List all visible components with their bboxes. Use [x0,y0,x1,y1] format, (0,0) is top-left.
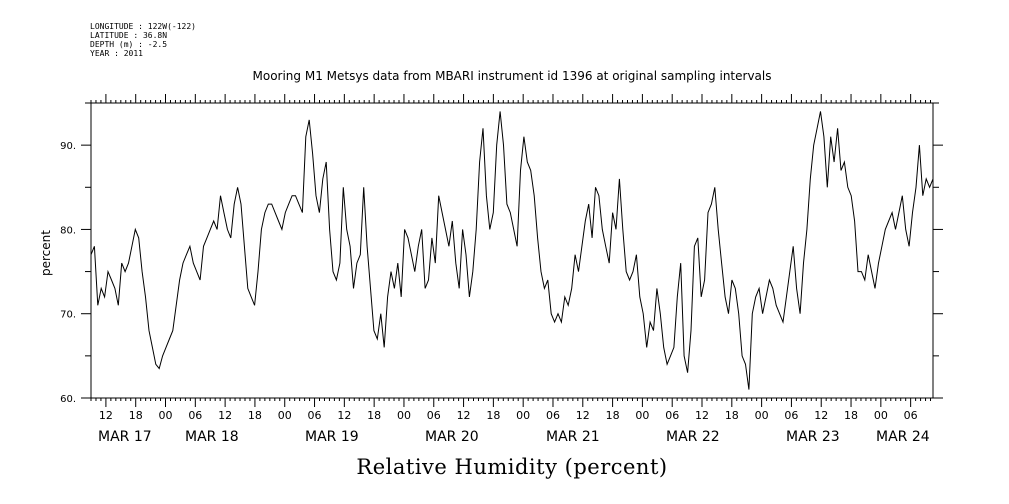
x-hour-label: 06 [546,409,560,422]
x-hour-label: 12 [695,409,709,422]
x-hour-label: 06 [427,409,441,422]
x-hour-label: 18 [129,409,143,422]
chart-labels: 60. 70. 80. 90. 12 18 00 06 12 18 00 06 12 18 00 06 12 18… [60,141,930,445]
y-tick-label: 60. [60,394,76,405]
plot-frame [90,102,934,399]
x-hour-label: 00 [874,409,888,422]
x-hour-label: 00 [516,409,530,422]
x-hour-label: 12 [814,409,828,422]
meta-longitude: LONGITUDE : 122W(-122) [90,22,196,31]
x-date-label: MAR 22 [666,429,720,445]
x-hour-label: 18 [486,409,500,422]
x-hour-label: 06 [308,409,322,422]
x-hour-label: 12 [218,409,232,422]
y-tick-label: 80. [60,225,76,236]
x-hour-label: 06 [904,409,918,422]
x-hour-label: 12 [99,409,113,422]
x-hour-label: 06 [784,409,798,422]
x-hour-label: 18 [606,409,620,422]
x-hour-label: 18 [725,409,739,422]
y-tick-label: 70. [60,310,76,321]
x-date-label: MAR 24 [876,429,930,445]
meta-year: YEAR : 2011 [90,49,143,58]
x-date-label: MAR 17 [98,429,152,445]
humidity-series-line [90,111,934,390]
x-hour-label: 12 [576,409,590,422]
x-hour-label: 00 [397,409,411,422]
meta-depth: DEPTH (m) : -2.5 [90,40,168,49]
x-date-label: MAR 20 [425,429,479,445]
meta-latitude: LATITUDE : 36.8N [90,31,168,40]
x-date-label: MAR 23 [786,429,840,445]
x-date-label: MAR 21 [546,429,600,445]
x-hour-label: 18 [367,409,381,422]
x-hour-label: 00 [755,409,769,422]
chart-title: Mooring M1 Metsys data from MBARI instru… [252,69,772,83]
x-hour-label: 00 [159,409,173,422]
x-date-label: MAR 19 [305,429,359,445]
x-hour-label: 12 [337,409,351,422]
x-hour-label: 00 [635,409,649,422]
x-hour-label: 06 [188,409,202,422]
x-hour-label: 12 [457,409,471,422]
chart-caption: Relative Humidity (percent) [356,455,668,479]
chart-ticks [81,94,943,407]
x-date-label: MAR 18 [185,429,239,445]
y-tick-label: 90. [60,141,76,152]
x-hour-label: 18 [248,409,262,422]
x-hour-label: 00 [278,409,292,422]
chart-axes [90,102,934,399]
x-hour-label: 18 [844,409,858,422]
y-axis-label: percent [39,230,53,276]
x-hour-label: 06 [665,409,679,422]
